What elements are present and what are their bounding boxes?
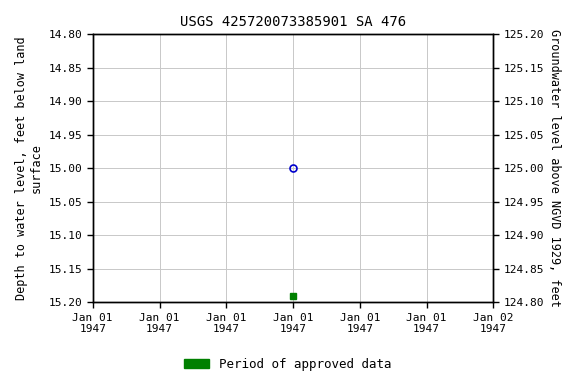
Y-axis label: Depth to water level, feet below land
surface: Depth to water level, feet below land su… — [15, 36, 43, 300]
Legend: Period of approved data: Period of approved data — [179, 353, 397, 376]
Title: USGS 425720073385901 SA 476: USGS 425720073385901 SA 476 — [180, 15, 406, 29]
Y-axis label: Groundwater level above NGVD 1929, feet: Groundwater level above NGVD 1929, feet — [548, 30, 561, 307]
